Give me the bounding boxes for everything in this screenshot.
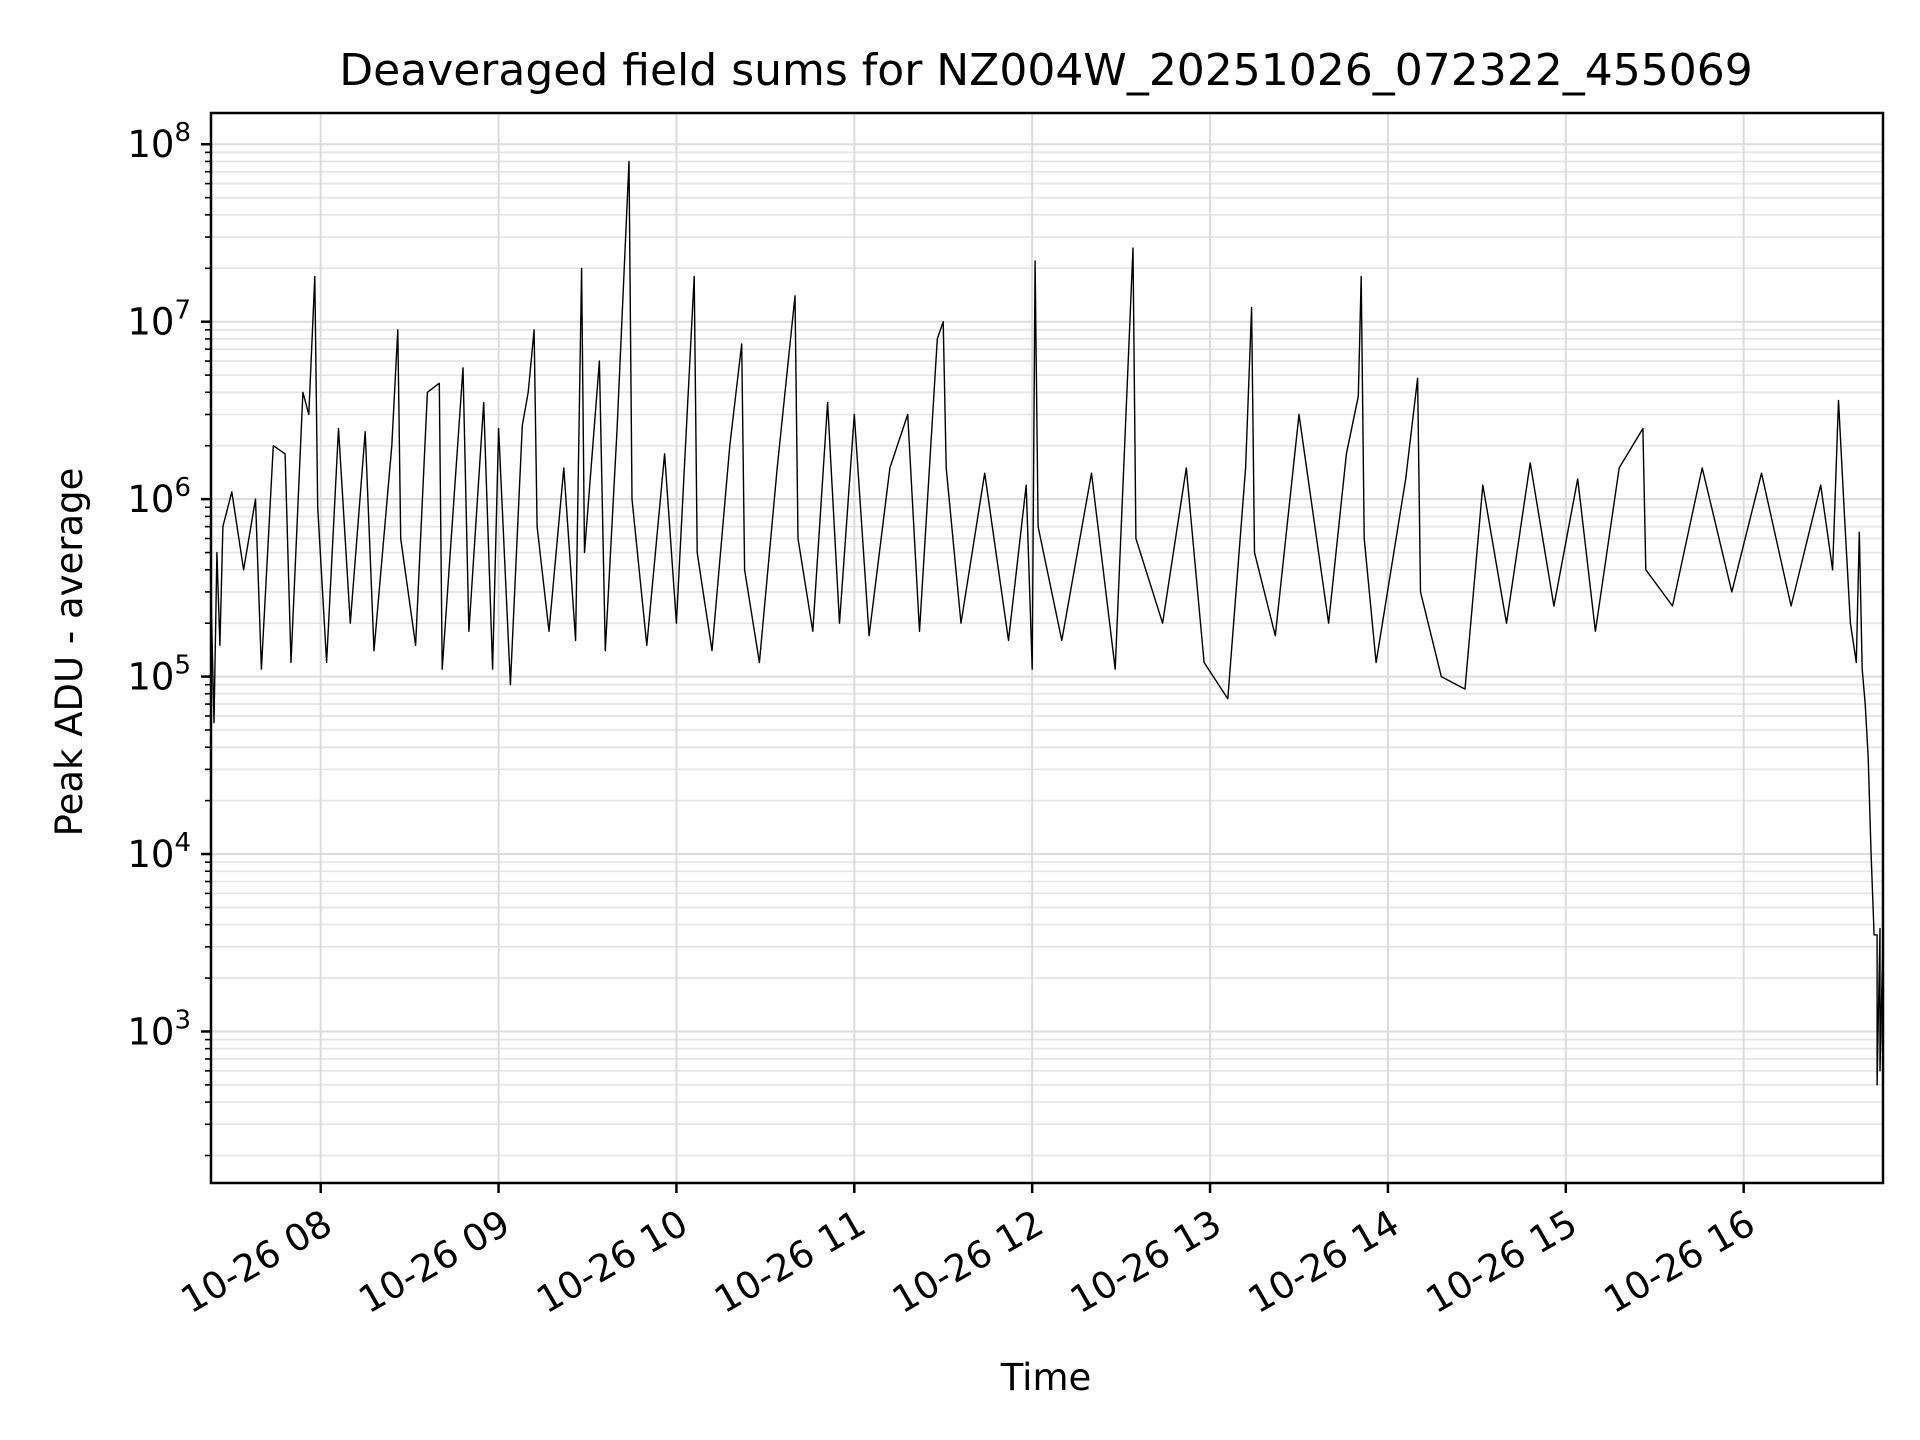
y-tick-label: 106	[127, 473, 191, 521]
y-tick-label: 105	[127, 651, 191, 699]
series-line	[210, 160, 1884, 1086]
axes-frame	[209, 111, 1885, 1185]
grid	[211, 113, 1883, 1183]
y-tick-label: 107	[127, 296, 191, 344]
y-axis-ticks: 103 104 105 106 107 108	[127, 118, 211, 1157]
y-tick-label: 104	[127, 828, 191, 876]
y-tick-label: 108	[127, 118, 191, 166]
series-layer	[210, 160, 1884, 1086]
x-axis-label: Time	[1000, 1356, 1092, 1399]
y-tick-label: 103	[127, 1005, 191, 1053]
y-axis-label: Peak ADU - average	[48, 468, 91, 837]
chart-title: Deaveraged field sums for NZ004W_2025102…	[339, 45, 1752, 96]
